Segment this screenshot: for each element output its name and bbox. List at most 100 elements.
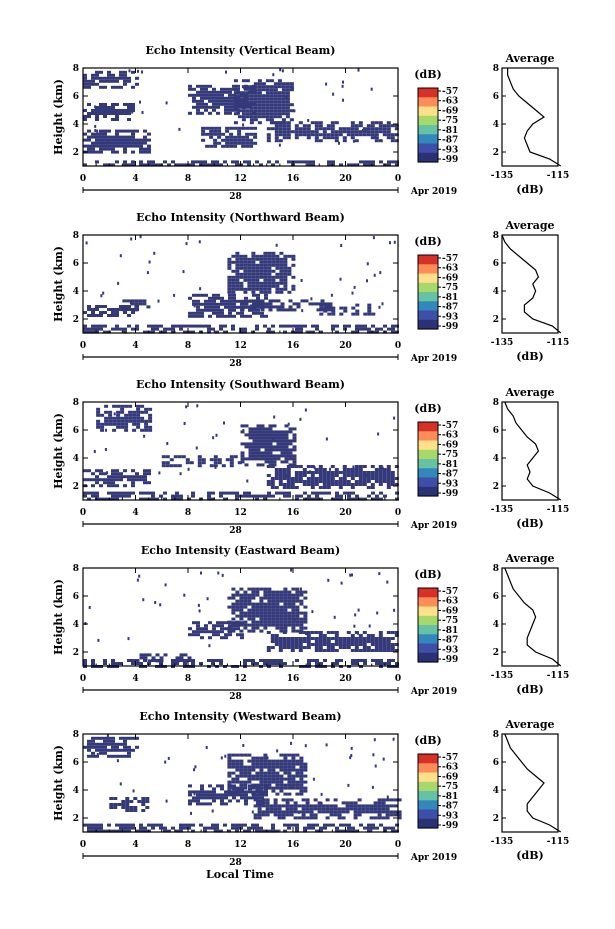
echo-cell: [303, 826, 307, 830]
echo-cell: [237, 109, 242, 113]
echo-cell: [249, 115, 254, 119]
echo-cell: [111, 150, 115, 154]
echo-cell: [394, 643, 399, 646]
y-tick-label: 4: [73, 287, 79, 297]
echo-cell: [127, 138, 131, 142]
day-label: 28: [229, 359, 242, 369]
echo-cell: [338, 643, 343, 646]
echo-cell: [99, 79, 103, 83]
echo-cell: [247, 768, 252, 772]
echo-cell: [139, 823, 143, 827]
echo-cell: [263, 602, 268, 606]
echo-cell: [244, 314, 248, 318]
echo-cell: [107, 129, 111, 133]
colorbar-swatch: [418, 106, 438, 117]
echo-cell: [256, 796, 260, 800]
echo-cell: [123, 491, 127, 495]
echo-cell: [188, 790, 192, 794]
echo-cell: [277, 79, 282, 83]
echo-cell: [292, 427, 297, 431]
echo-cell: [120, 410, 125, 414]
echo-cell: [291, 614, 296, 618]
echo-cell: [334, 643, 339, 646]
echo-cell: [267, 330, 271, 334]
echo-cell: [342, 468, 347, 471]
echo-cell: [91, 76, 95, 80]
echo-cell: [271, 330, 275, 334]
echo-cell: [143, 481, 147, 485]
echo-cell: [286, 121, 291, 125]
echo-speckle: [206, 597, 209, 601]
echo-cell: [163, 330, 167, 334]
beam-panel-3: Echo Intensity (Eastward Beam)0 4 8 12 16 20 0…: [52, 544, 569, 702]
echo-cell: [251, 611, 256, 615]
echo-cell: [216, 302, 220, 306]
echo-cell: [247, 629, 252, 633]
echo-cell: [285, 109, 290, 113]
echo-cell: [103, 103, 107, 106]
echo-cell: [228, 87, 232, 91]
echo-cell: [96, 425, 101, 429]
echo-cell: [358, 468, 363, 471]
echo-cell: [139, 491, 143, 495]
echo-cell: [211, 823, 215, 827]
echo-speckle: [320, 792, 323, 796]
echo-region: [83, 568, 399, 668]
x-tick-label: 12: [234, 174, 247, 184]
echo-cell: [251, 620, 256, 624]
echo-cell: [215, 823, 219, 827]
echo-cell: [237, 126, 242, 130]
echo-cell: [127, 659, 131, 662]
echo-cell: [295, 759, 300, 763]
echo-speckle: [96, 753, 99, 756]
echo-cell: [109, 803, 114, 806]
echo-cell: [107, 736, 111, 740]
echo-cell: [253, 135, 258, 139]
echo-cell: [253, 94, 258, 98]
echo-cell: [275, 759, 280, 763]
echo-cell: [312, 302, 317, 306]
echo-cell: [370, 127, 375, 131]
echo-cell: [378, 634, 383, 637]
echo-cell: [358, 643, 363, 646]
echo-cell: [239, 759, 244, 763]
echo-cell: [240, 442, 245, 446]
echo-cell: [123, 829, 127, 833]
echo-cell: [123, 475, 127, 479]
echo-cell: [247, 771, 252, 775]
echo-cell: [327, 163, 331, 167]
echo-cell: [115, 745, 119, 749]
echo-cell: [251, 590, 256, 594]
echo-cell: [121, 800, 126, 803]
echo-cell: [321, 807, 326, 811]
echo-cell: [385, 798, 390, 802]
colorbar-frame: [417, 587, 439, 663]
echo-cell: [239, 266, 244, 270]
echo-cell: [279, 626, 284, 630]
echo-cell: [115, 308, 119, 311]
echo-cell: [379, 497, 383, 501]
echo-cell: [277, 810, 282, 814]
average-y-tick-label: 6: [493, 92, 499, 102]
echo-cell: [301, 810, 306, 814]
echo-cell: [253, 126, 258, 130]
echo-cell: [285, 94, 290, 98]
echo-cell: [212, 296, 216, 300]
echo-cell: [261, 94, 266, 98]
echo-cell: [255, 263, 260, 267]
echo-cell: [295, 620, 300, 624]
echo-cell: [215, 659, 219, 662]
echo-cell: [132, 416, 137, 420]
echo-cell: [318, 646, 323, 649]
echo-cell: [145, 800, 150, 803]
echo-cell: [159, 330, 163, 334]
echo-cell: [204, 84, 208, 88]
echo-cell: [103, 478, 107, 482]
echo-speckle: [312, 777, 315, 781]
echo-cell: [281, 118, 286, 122]
echo-cell: [326, 643, 331, 646]
echo-speckle: [285, 95, 288, 99]
echo-cell: [229, 135, 234, 139]
echo-cell: [279, 605, 284, 609]
echo-speckle: [329, 467, 331, 471]
